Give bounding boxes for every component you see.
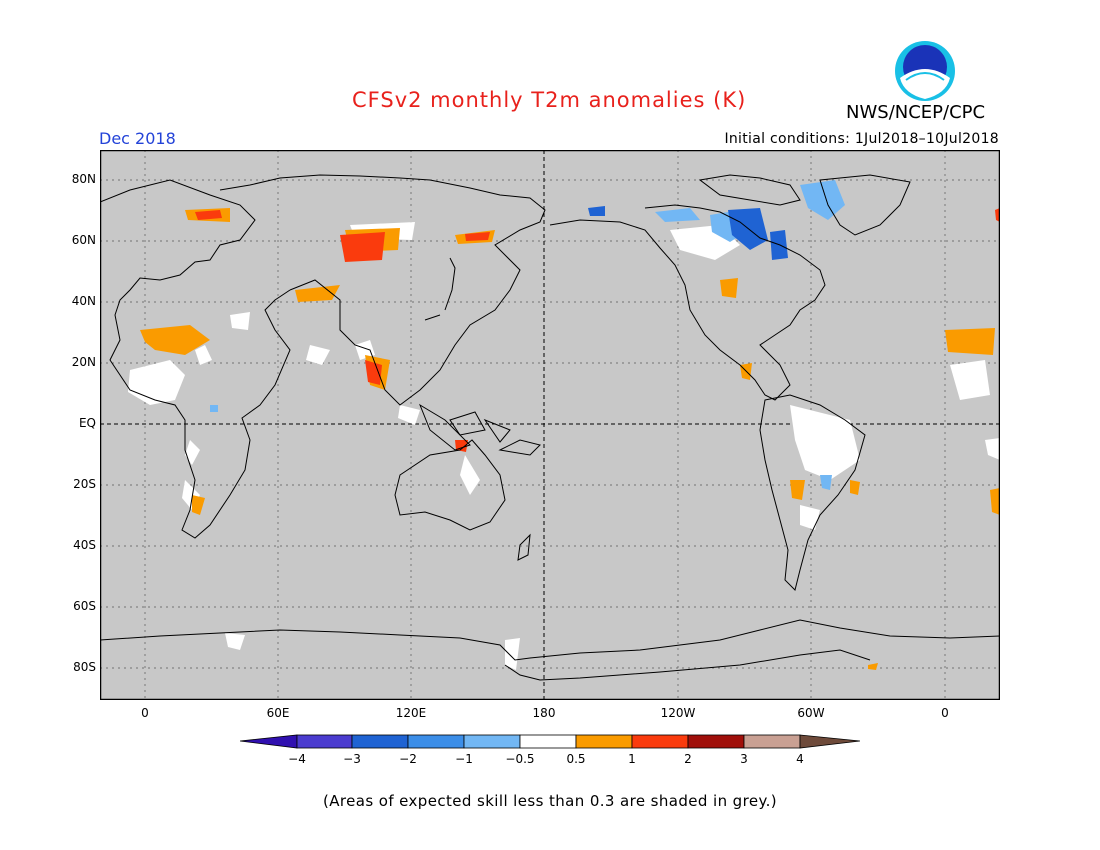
noaa-logo [895,41,955,101]
colorbar-segment-neg1-neg05 [463,734,521,749]
skill-footnote: (Areas of expected skill less than 0.3 a… [322,792,778,810]
colorbar-label-neg2: −2 [399,752,417,766]
anomaly-map [100,150,1000,700]
colorbar-label-4: 4 [796,752,804,766]
initial-conditions: Initial conditions: 1Jul2018–10Jul2018 [724,131,999,147]
neutral-anomaly-regions [128,222,1000,670]
colorbar-segment-3-4 [743,734,801,749]
colorbar-label-neg05: −0.5 [505,752,535,766]
forecast-month: Dec 2018 [99,129,176,148]
map-title: CFSv2 monthly T2m anomalies (K) [352,88,747,112]
color-bar [240,734,860,749]
lat-label-80n: 80N [71,172,96,186]
lat-label-80s: 80S [73,660,96,674]
agency-label: NWS/NCEP/CPC [846,102,986,123]
colorbar-segment-05-1 [575,734,633,749]
colorbar-segment-neg4-neg3 [296,734,353,749]
lon-label-0: 0 [141,706,149,720]
lat-label-40s: 40S [73,538,96,552]
lon-label-60w: 60W [797,706,825,720]
colorbar-segment-neg3-neg2 [351,734,409,749]
lat-label-60n: 60N [71,233,96,247]
colorbar-segment-2-3 [687,734,745,749]
lat-label-20s: 20S [73,477,96,491]
lon-label-0-east: 0 [941,706,949,720]
colorbar-segment-neutral [519,734,577,749]
lon-label-120w: 120W [660,706,696,720]
colorbar-label-neg4: −4 [288,752,306,766]
colorbar-label-05: 0.5 [566,752,586,766]
colorbar-segment-below-neg4 [240,734,298,749]
colorbar-segment-1-2 [631,734,689,749]
colorbar-label-1: 1 [628,752,636,766]
colorbar-segment-above-4 [799,734,860,749]
lat-label-60s: 60S [73,599,96,613]
lat-label-20n: 20N [71,355,96,369]
map-background [100,150,1000,700]
lon-label-60e: 60E [266,706,290,720]
warm-anomaly-regions-strong [195,208,1000,452]
lat-label-eq: EQ [78,416,96,430]
lat-label-40n: 40N [71,294,96,308]
coastlines [100,174,1000,681]
colorbar-label-neg3: −3 [343,752,361,766]
colorbar-label-2: 2 [684,752,692,766]
colorbar-label-neg1: −1 [455,752,473,766]
lon-label-180: 180 [532,706,556,720]
map-frame [100,150,1000,700]
colorbar-segment-neg2-neg1 [407,734,465,749]
colorbar-label-3: 3 [740,752,748,766]
lon-label-120e: 120E [395,706,427,720]
